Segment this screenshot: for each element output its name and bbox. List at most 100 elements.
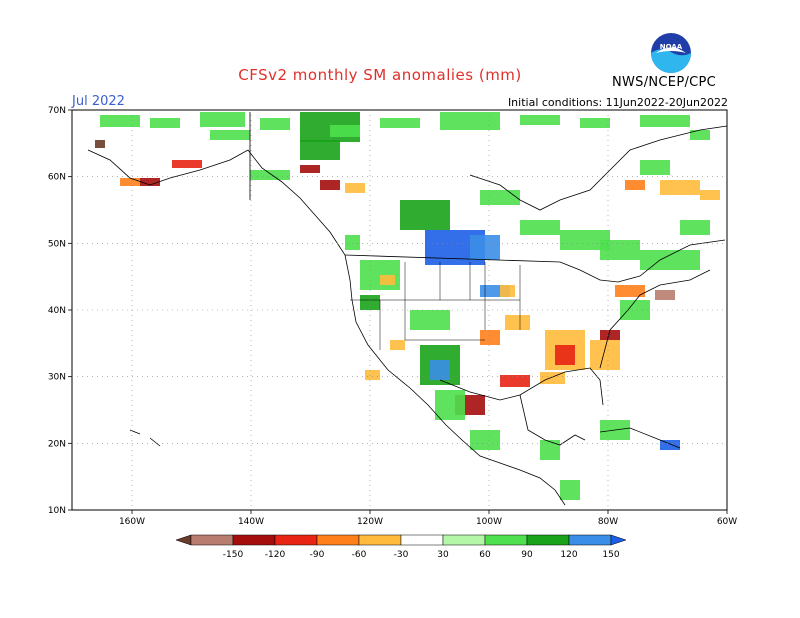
legend-swatch [442,534,486,546]
anomaly-cell [425,230,485,265]
lat-label: 40N [48,306,66,316]
anomaly-cell [690,130,710,140]
anomaly-cell [365,370,380,380]
org-label: NWS/NCEP/CPC [612,75,717,90]
anomaly-cell [400,200,450,230]
legend-arrow-low [175,534,192,546]
state-borders [350,262,521,350]
anomaly-cell [655,290,675,300]
anomaly-cell [345,183,365,193]
anomaly-cell [100,115,140,127]
anomaly-cell [660,180,700,195]
map-panel [68,109,728,514]
anomaly-cell [615,285,645,297]
lat-label: 50N [48,239,66,249]
noaa-logo-icon: NOAA [651,33,691,73]
anomaly-cell [660,440,680,450]
anomaly-cell [440,112,500,130]
initial-conditions: Initial conditions: 11Jun2022-20Jun2022 [507,96,728,109]
legend-label: 120 [560,550,577,560]
lat-label: 70N [48,106,66,116]
legend-swatch [400,534,444,546]
color-legend: -150 -120 -90 -60 -30 30 60 90 120 150 [175,534,627,560]
legend-swatch [484,534,528,546]
graticule [68,109,728,514]
lon-label: 120W [357,517,383,527]
lat-label: 30N [48,373,66,383]
legend-swatch [274,534,318,546]
legend-swatch [568,534,612,546]
anomaly-cell [640,250,700,270]
anomaly-cell [390,340,405,350]
anomaly-cell [200,112,245,127]
logo-text: NOAA [660,43,683,51]
anomaly-cell [600,420,630,440]
anomaly-cell [300,112,360,142]
anomaly-cell [360,295,380,310]
anomaly-cell [640,160,670,175]
lat-label: 60N [48,173,66,183]
legend-swatch [358,534,402,546]
anomaly-cells [95,112,720,500]
anomaly-cell [360,260,400,290]
legend-swatch [232,534,276,546]
anomaly-cell [300,165,320,173]
anomaly-cell [120,178,140,186]
anomaly-cell [600,240,640,260]
anomaly-cell [380,275,395,285]
anomaly-cell [540,372,565,384]
anomaly-cell [555,345,575,365]
anomaly-cell [380,118,420,128]
anomaly-cell [560,480,580,500]
anomaly-cell [430,360,450,380]
anomaly-cell [470,430,500,450]
anomaly-cell [480,330,500,345]
latitude-labels: 10N 20N 30N 40N 50N 60N 70N [48,106,66,516]
legend-label: 150 [602,550,619,560]
legend-label: -150 [223,550,244,560]
legend-label: 60 [479,550,491,560]
legend-label: -30 [394,550,409,560]
lon-label: 160W [119,517,145,527]
anomaly-cell [680,220,710,235]
lon-label: 100W [476,517,502,527]
chart-title: CFSv2 monthly SM anomalies (mm) [238,66,522,84]
legend-label: -60 [352,550,367,560]
anomaly-cell [545,330,585,370]
anomaly-cell [455,395,485,415]
coastlines [87,112,728,506]
anomaly-cell [600,330,620,340]
anomaly-cell [300,140,340,160]
lon-label: 60W [717,517,737,527]
anomaly-cell [500,375,530,387]
forecast-month: Jul 2022 [72,94,125,109]
anomaly-cell [520,115,560,125]
anomaly-cell [540,440,560,460]
anomaly-cell [320,180,340,190]
anomaly-cell [435,390,465,420]
legend-swatch [316,534,360,546]
anomaly-cell [520,220,560,235]
anomaly-cell [260,118,290,130]
anomaly-cell [625,180,645,190]
legend-label: -120 [265,550,286,560]
lat-label: 20N [48,439,66,449]
anomaly-cell [505,315,530,330]
lon-label: 80W [598,517,618,527]
legend-label: 30 [437,550,449,560]
legend-label: -90 [310,550,325,560]
anomaly-cell [345,235,360,250]
anomaly-cell [480,190,520,205]
anomaly-cell [250,170,290,180]
anomaly-cell [420,345,460,385]
anomaly-cell [150,118,180,128]
legend-swatch [190,534,234,546]
anomaly-cell [700,190,720,200]
legend-label: 90 [521,550,533,560]
anomaly-cell [410,310,450,330]
anomaly-cell [330,125,360,137]
anomaly-cell [640,115,690,127]
anomaly-cell [140,178,160,186]
lat-label: 10N [48,506,66,516]
